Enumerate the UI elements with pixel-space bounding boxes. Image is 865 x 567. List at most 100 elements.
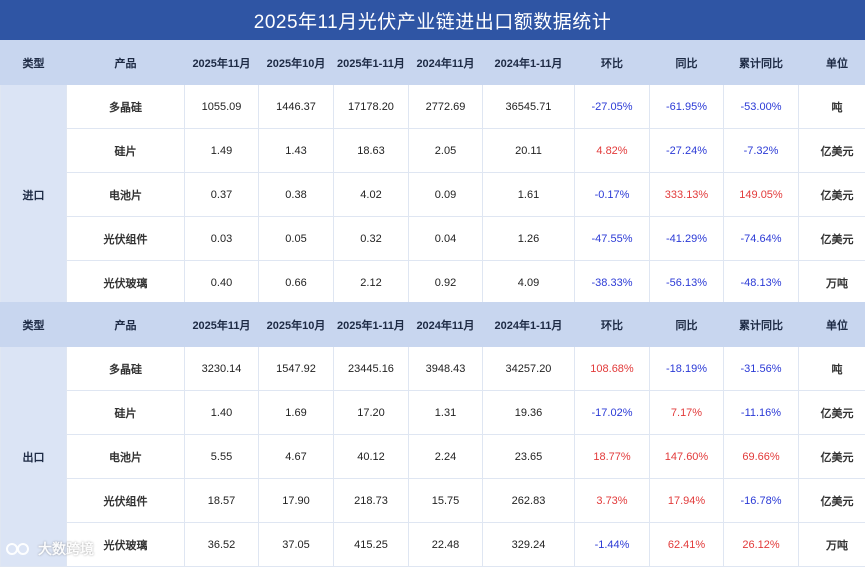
header-2024-1-11: 2024年1-11月 [483, 303, 575, 347]
product-cell: 硅片 [67, 129, 185, 173]
value-2025-1-11-cell: 23445.16 [334, 347, 409, 391]
yoy-cell: -56.13% [650, 261, 724, 305]
import-category-cell: 进口 [1, 85, 67, 305]
value-2025-11-cell: 3230.14 [185, 347, 259, 391]
header-unit: 单位 [799, 303, 865, 347]
value-2025-11-cell: 5.55 [185, 435, 259, 479]
product-cell: 硅片 [67, 391, 185, 435]
mom-cell: 4.82% [575, 129, 650, 173]
cum-yoy-cell: 69.66% [724, 435, 799, 479]
value-2025-11-cell: 0.03 [185, 217, 259, 261]
header-2025-1-11: 2025年1-11月 [334, 41, 409, 85]
value-2025-1-11-cell: 40.12 [334, 435, 409, 479]
value-2024-11-cell: 0.04 [409, 217, 483, 261]
value-2024-1-11-cell: 23.65 [483, 435, 575, 479]
mom-cell: -1.44% [575, 523, 650, 567]
mom-cell: -17.02% [575, 391, 650, 435]
unit-cell: 万吨 [799, 261, 865, 305]
cum-yoy-cell: -74.64% [724, 217, 799, 261]
header-unit: 单位 [799, 41, 865, 85]
value-2025-11-cell: 18.57 [185, 479, 259, 523]
yoy-cell: 7.17% [650, 391, 724, 435]
value-2024-1-11-cell: 1.61 [483, 173, 575, 217]
value-2025-10-cell: 1446.37 [259, 85, 334, 129]
yoy-cell: -27.24% [650, 129, 724, 173]
value-2025-10-cell: 0.38 [259, 173, 334, 217]
header-product: 产品 [67, 303, 185, 347]
mom-cell: -27.05% [575, 85, 650, 129]
header-mom: 环比 [575, 41, 650, 85]
value-2025-10-cell: 17.90 [259, 479, 334, 523]
value-2025-11-cell: 1.49 [185, 129, 259, 173]
mom-cell: -0.17% [575, 173, 650, 217]
value-2025-10-cell: 37.05 [259, 523, 334, 567]
export-table: 类型 产品 2025年11月 2025年10月 2025年1-11月 2024年… [0, 302, 865, 567]
value-2025-1-11-cell: 4.02 [334, 173, 409, 217]
cum-yoy-cell: -31.56% [724, 347, 799, 391]
header-2024-11: 2024年11月 [409, 303, 483, 347]
value-2024-11-cell: 2.05 [409, 129, 483, 173]
value-2024-1-11-cell: 20.11 [483, 129, 575, 173]
unit-cell: 亿美元 [799, 435, 865, 479]
header-2025-10: 2025年10月 [259, 41, 334, 85]
watermark: 大数跨境 [6, 539, 94, 559]
value-2024-11-cell: 22.48 [409, 523, 483, 567]
cum-yoy-cell: 26.12% [724, 523, 799, 567]
header-yoy: 同比 [650, 303, 724, 347]
value-2025-1-11-cell: 17178.20 [334, 85, 409, 129]
yoy-cell: 17.94% [650, 479, 724, 523]
table-header-row: 类型 产品 2025年11月 2025年10月 2025年1-11月 2024年… [1, 303, 865, 347]
mom-cell: -47.55% [575, 217, 650, 261]
yoy-cell: 333.13% [650, 173, 724, 217]
unit-cell: 吨 [799, 85, 865, 129]
product-cell: 电池片 [67, 173, 185, 217]
mom-cell: 3.73% [575, 479, 650, 523]
value-2025-1-11-cell: 2.12 [334, 261, 409, 305]
value-2025-10-cell: 1.69 [259, 391, 334, 435]
value-2025-10-cell: 4.67 [259, 435, 334, 479]
product-cell: 光伏组件 [67, 217, 185, 261]
value-2025-1-11-cell: 17.20 [334, 391, 409, 435]
value-2024-11-cell: 3948.43 [409, 347, 483, 391]
mom-cell: 18.77% [575, 435, 650, 479]
header-type: 类型 [1, 41, 67, 85]
unit-cell: 亿美元 [799, 391, 865, 435]
header-mom: 环比 [575, 303, 650, 347]
value-2024-1-11-cell: 19.36 [483, 391, 575, 435]
product-cell: 光伏玻璃 [67, 261, 185, 305]
unit-cell: 亿美元 [799, 217, 865, 261]
cum-yoy-cell: -11.16% [724, 391, 799, 435]
page-title: 2025年11月光伏产业链进出口额数据统计 [0, 0, 865, 40]
value-2025-11-cell: 0.40 [185, 261, 259, 305]
header-2025-11: 2025年11月 [185, 303, 259, 347]
mom-cell: -38.33% [575, 261, 650, 305]
unit-cell: 吨 [799, 347, 865, 391]
header-2025-10: 2025年10月 [259, 303, 334, 347]
unit-cell: 亿美元 [799, 479, 865, 523]
product-cell: 多晶硅 [67, 85, 185, 129]
cum-yoy-cell: -16.78% [724, 479, 799, 523]
value-2024-11-cell: 15.75 [409, 479, 483, 523]
value-2025-10-cell: 1.43 [259, 129, 334, 173]
value-2025-11-cell: 0.37 [185, 173, 259, 217]
value-2025-1-11-cell: 18.63 [334, 129, 409, 173]
yoy-cell: -18.19% [650, 347, 724, 391]
value-2025-10-cell: 0.66 [259, 261, 334, 305]
value-2025-11-cell: 36.52 [185, 523, 259, 567]
value-2024-11-cell: 0.92 [409, 261, 483, 305]
header-product: 产品 [67, 41, 185, 85]
value-2024-11-cell: 2772.69 [409, 85, 483, 129]
header-cum-yoy: 累计同比 [724, 303, 799, 347]
unit-cell: 万吨 [799, 523, 865, 567]
value-2025-1-11-cell: 415.25 [334, 523, 409, 567]
header-cum-yoy: 累计同比 [724, 41, 799, 85]
value-2024-1-11-cell: 4.09 [483, 261, 575, 305]
value-2025-11-cell: 1.40 [185, 391, 259, 435]
